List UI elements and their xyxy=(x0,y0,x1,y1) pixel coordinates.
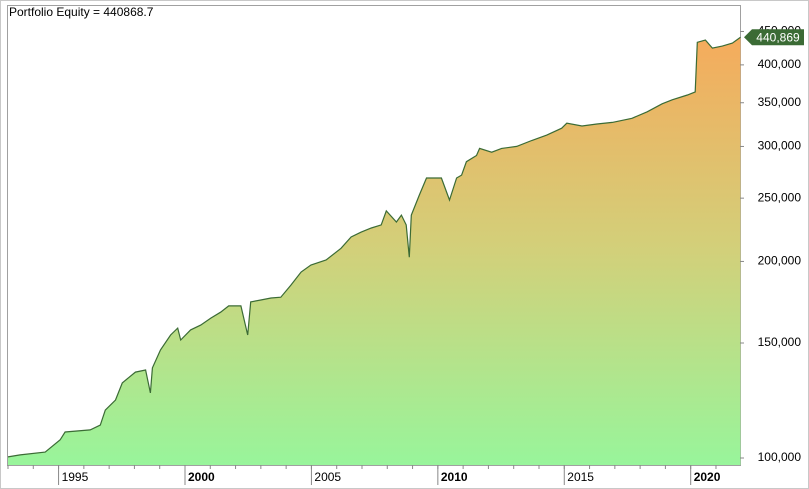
chart-title: Portfolio Equity = 440868.7 xyxy=(9,5,154,19)
x-tick-label: 2015 xyxy=(567,470,594,484)
x-tick-label: 1995 xyxy=(62,470,89,484)
y-tick-label: 250,000 xyxy=(758,190,802,204)
value-tag xyxy=(744,29,804,46)
equity-line xyxy=(7,36,741,458)
y-tick-label: 200,000 xyxy=(758,254,802,268)
y-tick-label: 350,000 xyxy=(758,95,802,109)
x-tick-label: 2000 xyxy=(188,470,215,484)
equity-area xyxy=(8,37,741,466)
y-tick-label: 150,000 xyxy=(758,335,802,349)
value-tag-label: 440,869 xyxy=(756,30,800,44)
x-tick-label: 2020 xyxy=(694,470,721,484)
x-tick-label: 2005 xyxy=(314,470,341,484)
y-tick-label: 400,000 xyxy=(758,57,802,71)
y-tick-label: 100,000 xyxy=(758,450,802,464)
y-tick-label: 300,000 xyxy=(758,139,802,153)
x-tick-label: 2010 xyxy=(441,470,468,484)
